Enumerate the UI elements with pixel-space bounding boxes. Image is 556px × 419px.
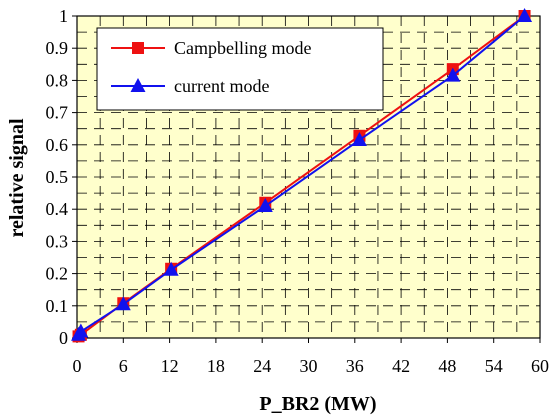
x-tick-label: 48 xyxy=(438,356,456,376)
x-axis-title: P_BR2 (MW) xyxy=(259,393,376,415)
y-tick-label: 0.3 xyxy=(46,231,69,251)
x-tick-label: 36 xyxy=(346,356,364,376)
x-tick-label: 12 xyxy=(161,356,179,376)
series-line xyxy=(77,15,526,338)
data-point xyxy=(257,197,273,212)
tick-labels: 0 0.1 0.2 0.3 0.4 0.5 0.6 0.7 0.8 0.9 1 0 6 12 18 24 30 3… xyxy=(46,6,550,376)
legend-marker xyxy=(132,42,144,54)
data-point xyxy=(73,323,89,338)
data-point xyxy=(163,261,179,276)
y-tick-label: 0.6 xyxy=(46,135,69,155)
axes xyxy=(72,15,541,343)
x-tick-label: 42 xyxy=(392,356,410,376)
y-tick-label: 0.5 xyxy=(46,167,69,187)
y-tick-label: 1 xyxy=(59,6,68,26)
data-point xyxy=(517,8,533,22)
y-tick-label: 0.8 xyxy=(46,70,69,90)
legend-box xyxy=(96,27,384,111)
y-tick-label: 0 xyxy=(59,328,68,348)
y-tick-label: 0.1 xyxy=(46,296,69,316)
legend-label: Campbelling mode xyxy=(174,38,311,58)
legend-label: current mode xyxy=(174,76,269,96)
y-tick-label: 0.7 xyxy=(46,103,69,123)
data-point xyxy=(445,67,461,82)
x-tick-label: 6 xyxy=(119,356,128,376)
legend: Campbelling mode current mode xyxy=(96,27,384,111)
y-tick-label: 0.4 xyxy=(46,199,69,219)
series-2 xyxy=(71,8,533,341)
series-layer xyxy=(71,8,533,343)
y-tick-label: 0.2 xyxy=(46,264,69,284)
x-tick-label: 0 xyxy=(73,356,82,376)
x-tick-label: 54 xyxy=(485,356,503,376)
data-point xyxy=(351,131,367,146)
series-line xyxy=(77,15,526,336)
y-tick-label: 0.9 xyxy=(46,38,69,58)
legend-item: current mode xyxy=(111,76,269,96)
legend-item: Campbelling mode xyxy=(111,38,311,58)
legend-marker xyxy=(130,78,146,92)
data-point xyxy=(115,296,131,311)
x-tick-label: 18 xyxy=(207,356,225,376)
y-axis-title: relative signal xyxy=(6,118,28,238)
x-tick-label: 30 xyxy=(300,356,318,376)
x-tick-label: 60 xyxy=(531,356,549,376)
x-tick-label: 24 xyxy=(253,356,271,376)
